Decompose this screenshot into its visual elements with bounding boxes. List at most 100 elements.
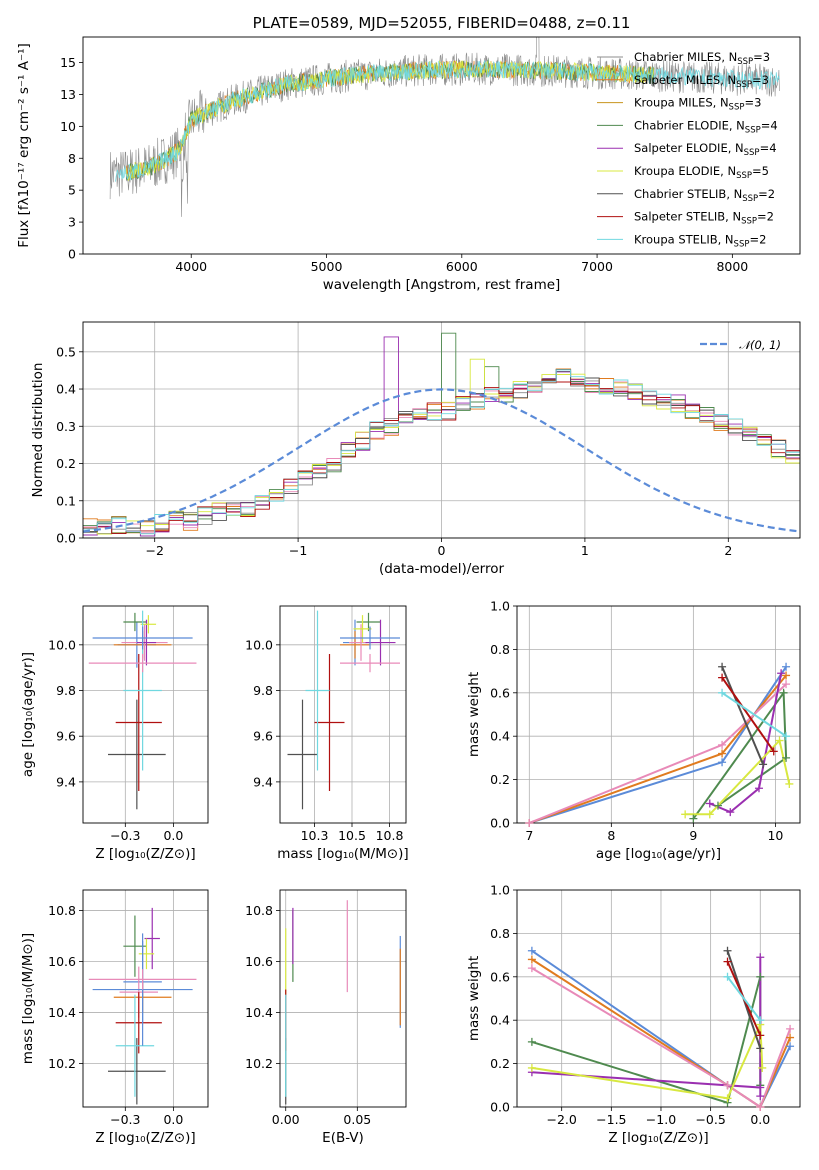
weight-line-8 [726,976,762,1021]
weight-line-2 [531,967,792,1107]
errorbar-point-6 [108,1038,166,1105]
y-tick-label-3: 10.8 [245,903,273,918]
legend-entry-5: Kroupa ELODIE, NSSP=5 [634,164,769,181]
y-tick-label-2: 9.8 [56,683,76,698]
x-tick-label-3: −0.5 [695,1112,725,1127]
y-tick-label-3: 10.0 [245,637,273,652]
histogram-series-7 [83,379,800,535]
x-tick-label-1: −1.5 [596,1112,626,1127]
plot-area-spectrum [109,37,780,217]
errorbar-point-9 [340,626,400,650]
histogram-series-8 [83,369,800,535]
errorbar-point-9 [92,626,193,650]
y-tick-label-5: 1.0 [490,883,510,898]
plot-area-age-vs-z [83,606,208,823]
weight-marker-3-1 [779,688,788,697]
x-tick-label-1: 0.0 [163,828,183,843]
x-axis-label: Z [log₁₀(Z/Z⊙)] [608,1130,708,1146]
x-tick-label-2: 9 [689,828,697,843]
weight-marker-6-1 [759,760,768,769]
y-tick-label-4: 10 [60,119,76,134]
weight-marker-0-1 [718,758,727,767]
legend-entry-1: Salpeter MILES, NSSP=3 [634,73,769,90]
y-axis-label: mass [log₁₀(M/M⊙)] [20,933,36,1064]
histogram-series-4 [83,336,800,537]
plot-area-mass-vs-z [83,890,208,1107]
x-tick-label-1: 0.0 [163,1112,183,1127]
errorbar-point-7 [115,653,162,792]
legend-entry-2: Kroupa MILES, NSSP=3 [634,96,761,113]
weight-marker-0-3 [786,1042,795,1051]
weight-line-8 [721,691,787,738]
y-tick-label-1: 10.4 [48,1005,76,1020]
x-tick-label-2: 6000 [446,259,478,274]
y-axis-label: Normed distribution [30,363,46,498]
axes-frame [279,605,407,824]
x-tick-label-1: 10.5 [338,828,366,843]
legend-entry-6: Chabrier STELIB, NSSP=2 [634,187,775,204]
y-tick-label-5: 1.0 [490,599,510,614]
y-axis-label: mass weight [466,672,482,757]
x-tick-label-2: 10.8 [376,828,404,843]
x-tick-label-0: 10.3 [301,828,329,843]
weight-marker-6-0 [718,662,727,671]
x-axis-label: (data-model)/error [379,561,505,577]
weight-marker-2-3 [786,1024,795,1033]
weight-marker-2-2 [782,680,791,689]
axes-frame [82,36,801,255]
legend-suffix-1: =3 [752,73,769,87]
errorbar-point-3 [356,612,381,632]
legend-entry-7: Salpeter STELIB, NSSP=2 [634,210,774,227]
legend-label-7: Salpeter STELIB, N [634,210,741,224]
histogram-series-5 [83,358,800,535]
x-tick-label-0: −2.0 [547,1112,577,1127]
x-axis-label: age [log₁₀(age/yr)] [596,846,721,862]
legend-entry-8: Kroupa STELIB, NSSP=2 [634,232,766,249]
plot-area-mass-weight-vs-age [517,606,800,823]
y-tick-label-2: 10.6 [48,954,76,969]
legend-suffix-4: =4 [760,141,777,155]
weight-line-7 [721,677,775,752]
x-tick-label-1: 5000 [311,259,343,274]
x-axis-label: Z [log₁₀(Z/Z⊙)] [95,846,195,862]
x-tick-label-1: −1 [289,543,307,558]
legend-sub-7: SSP [741,217,757,227]
x-axis-label: Z [log₁₀(Z/Z⊙)] [95,1130,195,1146]
y-axis-label: age [log₁₀(age/yr)] [20,652,36,777]
weight-marker-4-3 [756,1092,765,1101]
x-tick-label-1: 8 [607,828,615,843]
y-tick-label-6: 15 [60,55,76,70]
y-tick-label-3: 0.3 [56,419,76,434]
x-axis-label: wavelength [Angstrom, rest frame] [323,277,561,293]
axes-frame [516,889,801,1108]
y-tick-label-4: 0.4 [56,382,76,397]
weight-marker-7-1 [769,747,778,756]
y-tick-label-3: 0.6 [490,685,510,700]
x-tick-label-0: −0.3 [110,1112,140,1127]
legend-label-2: Kroupa MILES, N [634,96,729,110]
y-tick-label-1: 10.4 [245,1005,273,1020]
x-tick-label-4: 2 [724,543,732,558]
errorbar-point-6 [108,699,166,810]
weight-marker-3-0 [527,1037,536,1046]
weight-marker-7-1 [756,1031,765,1040]
weight-marker-5-3 [758,1063,767,1072]
histogram-series-2 [83,381,800,534]
y-tick-label-0: 0.0 [490,816,510,831]
errorbar-point-4 [144,907,160,970]
legend-suffix-6: =2 [758,187,775,201]
y-tick-label-0: 0.0 [490,1100,510,1115]
legend-label-6: Chabrier STELIB, N [634,187,742,201]
legend-sub-4: SSP [744,148,760,158]
legend-entry-0: Chabrier MILES, NSSP=3 [634,50,770,67]
weight-marker-5-0 [681,810,690,819]
errorbar-point-10 [88,969,197,990]
weight-marker-2-1 [718,740,727,749]
x-tick-label-0: 4000 [175,259,207,274]
plot-area-residuals [83,322,800,538]
y-tick-label-1: 9.6 [56,729,76,744]
errorbar-point-5 [138,938,155,970]
errorbar-point-10 [340,653,400,673]
histogram-series-1 [83,368,800,534]
